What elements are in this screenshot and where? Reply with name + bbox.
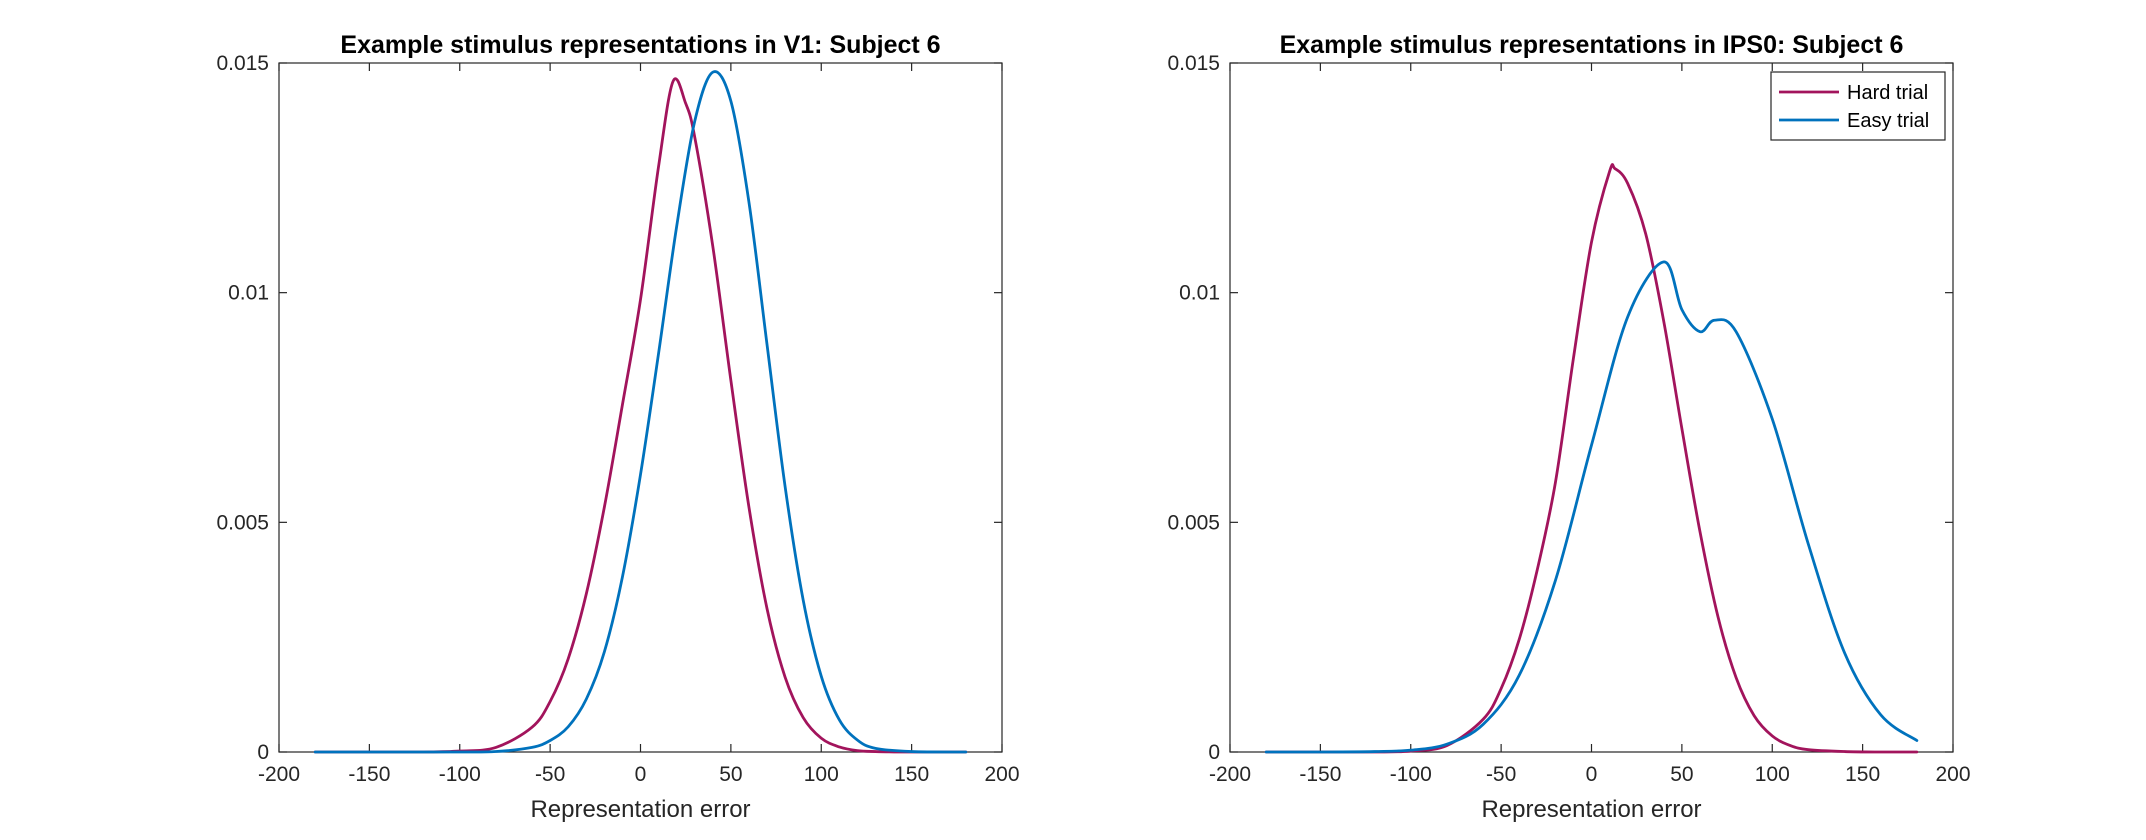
x-tick-label: 150 <box>1845 763 1880 786</box>
x-axis-label: Representation error <box>1481 796 1701 823</box>
y-tick-label: 0 <box>257 741 269 764</box>
chart-ips0: -200 -150 -100 -50 0 50 100 150 200 0 0.005 0.01 0.0… <box>1167 31 1970 823</box>
x-tick-label: -200 <box>258 763 300 786</box>
series-line-hard-trial <box>1264 163 1919 754</box>
series-line-1 <box>313 70 968 754</box>
x-tick-label: 0 <box>1586 763 1598 786</box>
x-tick-label: 200 <box>984 763 1019 786</box>
x-tick-label: 200 <box>1935 763 1970 786</box>
series-line-easy-trial <box>1264 260 1919 754</box>
chart-title: Example stimulus representations in IPS0… <box>1280 31 1904 59</box>
legend-box <box>1770 71 1946 141</box>
x-tick-label: -150 <box>1299 763 1341 786</box>
legend-entry: Easy trial <box>1847 110 1929 132</box>
plot-area-box <box>278 62 1003 753</box>
y-tick-label: 0.01 <box>228 282 269 305</box>
x-tick-label: 150 <box>894 763 929 786</box>
x-tick-label: 0 <box>635 763 647 786</box>
x-tick-label: -100 <box>439 763 481 786</box>
x-tick-label: -200 <box>1209 763 1251 786</box>
y-tick-label: 0.005 <box>1167 511 1220 534</box>
x-tick-label: -50 <box>535 763 565 786</box>
x-axis-label: Representation error <box>530 796 750 823</box>
series-line-0 <box>313 77 968 754</box>
plot-area-box <box>1229 62 1954 753</box>
chart-v1: -200 -150 -100 -50 0 50 100 150 200 0 0.005 0.01 0.0… <box>216 31 1019 823</box>
x-tick-label: 100 <box>804 763 839 786</box>
legend-entry: Hard trial <box>1847 82 1928 104</box>
x-tick-label: 50 <box>1670 763 1693 786</box>
x-tick-label: -100 <box>1390 763 1432 786</box>
y-tick-label: 0.01 <box>1179 282 1220 305</box>
x-tick-label: 50 <box>719 763 742 786</box>
x-tick-label: -150 <box>348 763 390 786</box>
y-tick-label: 0 <box>1208 741 1220 764</box>
y-tick-label: 0.005 <box>216 511 269 534</box>
legend: Hard trial Easy trial <box>1770 71 1946 141</box>
y-tick-label: 0.015 <box>1167 52 1220 75</box>
chart-title: Example stimulus representations in V1: … <box>340 31 940 59</box>
x-tick-label: 100 <box>1755 763 1790 786</box>
y-tick-label: 0.015 <box>216 52 269 75</box>
x-tick-label: -50 <box>1486 763 1516 786</box>
